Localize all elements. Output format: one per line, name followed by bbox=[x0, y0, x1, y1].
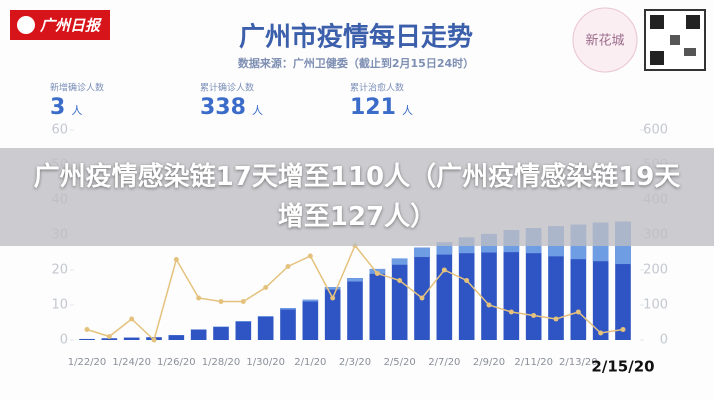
line-point bbox=[464, 278, 470, 283]
qr-dots bbox=[670, 35, 680, 45]
y-tick-label: 10 bbox=[51, 298, 68, 313]
y2-tick-label: 200 bbox=[643, 263, 668, 278]
bar bbox=[302, 299, 319, 340]
bar-segment bbox=[235, 321, 252, 322]
x-tick-label: 2/15/20 bbox=[591, 358, 654, 376]
x-tick-label: 2/7/20 bbox=[428, 357, 460, 368]
line-point bbox=[575, 309, 581, 315]
line-point bbox=[330, 295, 336, 301]
line-point bbox=[598, 330, 604, 336]
x-tick-label: 1/30/20 bbox=[246, 357, 285, 368]
x-tick-label: 1/26/20 bbox=[157, 357, 196, 368]
line-point bbox=[441, 267, 447, 273]
bar-segment bbox=[414, 247, 430, 258]
line-point bbox=[374, 271, 380, 276]
x-tick-label: 1/22/20 bbox=[68, 357, 107, 368]
bar bbox=[168, 335, 185, 340]
bar bbox=[79, 338, 95, 340]
bar bbox=[257, 316, 274, 340]
line-point bbox=[106, 334, 112, 339]
bar-segment bbox=[324, 287, 341, 290]
bar bbox=[525, 228, 542, 340]
bar bbox=[458, 237, 475, 340]
line-point bbox=[307, 253, 313, 259]
bar bbox=[369, 268, 386, 340]
bar bbox=[324, 287, 341, 340]
qr-finder bbox=[650, 51, 664, 65]
bar bbox=[213, 326, 229, 340]
chart-title: 广州市疫情每日走势 bbox=[239, 22, 473, 53]
line-point bbox=[218, 299, 224, 304]
line-point bbox=[151, 337, 157, 343]
bar bbox=[481, 233, 497, 340]
logo-text: 广州日报 bbox=[39, 17, 102, 35]
bar bbox=[414, 247, 430, 340]
bar-segment bbox=[391, 258, 408, 265]
x-tick-label: 1/24/20 bbox=[112, 357, 151, 368]
bar bbox=[347, 278, 363, 340]
bar bbox=[280, 308, 296, 340]
stat-label: 累计确诊人数 bbox=[200, 82, 254, 94]
line-point bbox=[285, 264, 291, 269]
line-point bbox=[196, 295, 202, 301]
line-point bbox=[397, 278, 403, 283]
y2-tick-label: 600 bbox=[643, 123, 668, 138]
line-point bbox=[129, 316, 135, 322]
stat-unit: 人 bbox=[71, 104, 82, 117]
line-point bbox=[486, 302, 492, 308]
stat-value: 121 bbox=[350, 95, 396, 120]
badge-text: 新花城 bbox=[585, 33, 624, 49]
stat-label: 新增确诊人数 bbox=[50, 82, 104, 94]
logo-icon bbox=[17, 16, 35, 34]
qr-finder bbox=[650, 15, 664, 29]
stat-value: 338 bbox=[200, 95, 246, 120]
line-point bbox=[263, 285, 269, 290]
bar bbox=[190, 329, 207, 340]
bar bbox=[235, 321, 252, 340]
bar bbox=[123, 337, 140, 340]
line-point bbox=[531, 313, 537, 318]
stat-label: 累计治愈人数 bbox=[350, 82, 404, 94]
x-tick-label: 2/13/20 bbox=[559, 357, 598, 368]
qr-finder bbox=[686, 15, 700, 29]
headline: 广州疫情感染链17天增至110人（广州疫情感染链19天增至127人） bbox=[33, 162, 681, 232]
x-tick-label: 1/28/20 bbox=[202, 357, 241, 368]
bar bbox=[101, 338, 118, 340]
x-tick-label: 2/5/20 bbox=[384, 357, 416, 368]
x-tick-label: 2/9/20 bbox=[473, 357, 505, 368]
x-tick-label: 2/1/20 bbox=[294, 357, 326, 368]
qr-dots bbox=[684, 48, 696, 56]
line-point bbox=[84, 327, 90, 332]
badge-circle bbox=[572, 7, 638, 73]
y2-tick-label: 100 bbox=[643, 298, 668, 313]
x-tick-label: 2/3/20 bbox=[339, 357, 371, 368]
headline-band: 广州疫情感染链17天增至110人（广州疫情感染链19天增至127人） bbox=[0, 148, 714, 246]
line-point bbox=[620, 327, 626, 332]
y-tick-label: 20 bbox=[51, 263, 68, 278]
bar-segment bbox=[257, 316, 274, 317]
stat-unit: 人 bbox=[402, 104, 413, 117]
bar-segment bbox=[347, 278, 363, 282]
stat-value: 3 bbox=[50, 95, 65, 120]
line-point bbox=[419, 295, 425, 301]
line-point bbox=[173, 257, 179, 262]
bar bbox=[391, 258, 408, 340]
stat-unit: 人 bbox=[252, 104, 263, 117]
y2-tick-label: 0 bbox=[660, 333, 668, 348]
line-point bbox=[508, 309, 514, 315]
line-point bbox=[240, 299, 246, 304]
chart-subtitle: 数据来源：广州卫健委（截止到2月15日24时） bbox=[238, 56, 474, 70]
bar bbox=[436, 242, 453, 340]
bar-segment bbox=[302, 299, 319, 302]
y-tick-label: 60 bbox=[51, 123, 68, 138]
bar-segment bbox=[280, 308, 296, 310]
y-tick-label: 0 bbox=[60, 333, 68, 348]
x-tick-label: 2/11/20 bbox=[514, 357, 553, 368]
line-point bbox=[553, 316, 559, 322]
